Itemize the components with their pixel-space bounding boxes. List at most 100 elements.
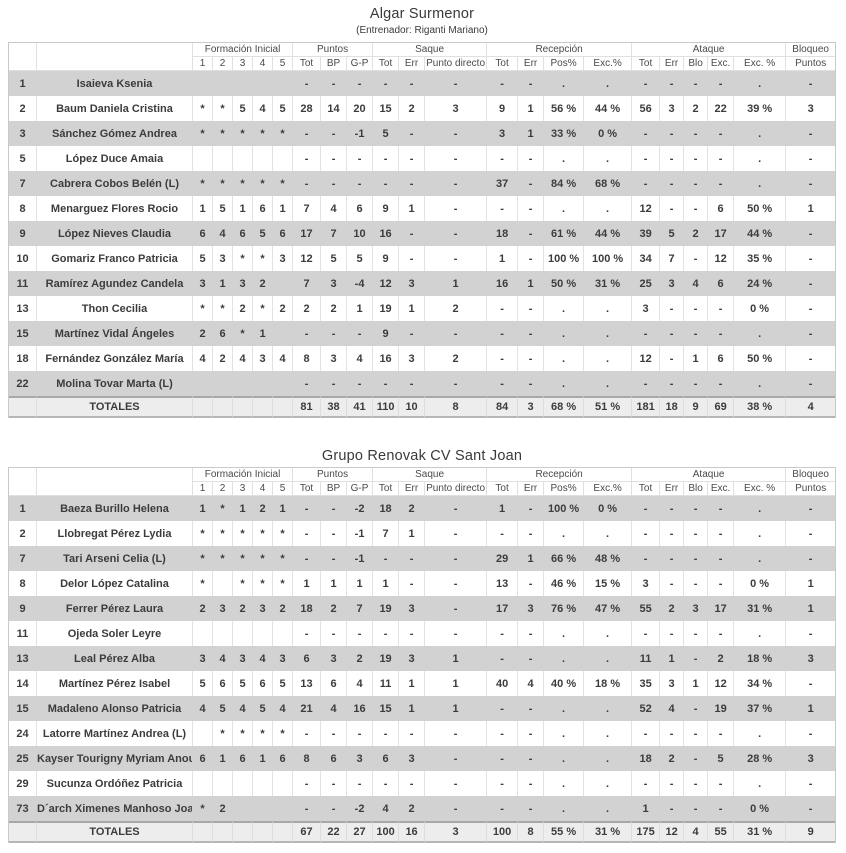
stat-cell: - xyxy=(293,371,322,396)
stat-cell: - xyxy=(487,371,519,396)
stat-cell: - xyxy=(373,771,400,796)
stat-cell: - xyxy=(708,796,735,821)
stat-cell: 1 xyxy=(273,196,294,221)
stat-cell: 2 xyxy=(321,596,348,621)
player-name: Fernández González María xyxy=(37,346,193,371)
stat-cell: 3 xyxy=(347,746,374,771)
stat-cell xyxy=(193,621,213,646)
stat-cell: . xyxy=(544,371,585,396)
stat-cell: 4 xyxy=(233,346,253,371)
player-name: Ojeda Soler Leyre xyxy=(37,621,193,646)
stat-cell: * xyxy=(233,546,253,571)
stat-cell: - xyxy=(684,521,709,546)
stat-cell xyxy=(193,721,213,746)
stat-cell: - xyxy=(660,321,685,346)
column-header: 2 xyxy=(213,57,233,71)
stat-cell: - xyxy=(786,221,836,246)
stat-cell: 9 xyxy=(373,246,400,271)
stat-cell: 38 % xyxy=(734,396,787,418)
stat-cell xyxy=(193,396,213,418)
stat-cell: 2 xyxy=(213,346,233,371)
stat-cell: 1 xyxy=(399,521,426,546)
stat-cell: 7 xyxy=(660,246,685,271)
stat-cell: * xyxy=(233,721,253,746)
stat-cell: 56 % xyxy=(544,96,585,121)
stat-cell: 1 xyxy=(253,746,273,771)
player-name: Madaleno Alonso Patricia xyxy=(37,696,193,721)
stat-cell: - xyxy=(518,646,545,671)
stat-cell: * xyxy=(253,721,273,746)
team-title: Algar Surmenor xyxy=(369,6,475,22)
stat-cell: - xyxy=(399,621,426,646)
team-section-grupo-renovak: Grupo Renovak CV Sant Joan Formación Ini… xyxy=(8,448,837,843)
stat-cell: - xyxy=(632,521,661,546)
stat-cell: 5 xyxy=(253,696,273,721)
stat-cell: 3 xyxy=(425,96,488,121)
stat-cell: - xyxy=(518,771,545,796)
stat-cell: - xyxy=(786,321,836,346)
stat-cell: - xyxy=(487,796,519,821)
stat-cell xyxy=(233,371,253,396)
player-row: 7 Cabrera Cobos Belén (L) * * * * * - - - - - -37-84… xyxy=(9,171,836,196)
stat-cell: - xyxy=(518,296,545,321)
stat-cell: - xyxy=(786,271,836,296)
stat-cell: 69 xyxy=(708,396,735,418)
stat-cell: 50 % xyxy=(734,346,787,371)
stat-cell xyxy=(273,396,294,418)
stat-cell: 3 xyxy=(273,646,294,671)
stat-cell: 16 xyxy=(347,696,374,721)
stat-cell: 7 xyxy=(373,521,400,546)
stat-cell: 5 xyxy=(213,196,233,221)
player-row: 15 Madaleno Alonso Patricia 4 5 4 5 4 21 4 16 15 1 1… xyxy=(9,696,836,721)
column-header: Exc. % xyxy=(734,57,787,71)
stat-cell: - xyxy=(684,171,709,196)
stat-cell: 0 % xyxy=(584,496,633,521)
stat-cell: - xyxy=(347,171,374,196)
stat-cell: 1 xyxy=(425,646,488,671)
stat-cell: 81 xyxy=(293,396,322,418)
stat-cell: - xyxy=(660,171,685,196)
stat-cell: 1 xyxy=(518,121,545,146)
stat-cell xyxy=(253,396,273,418)
stat-cell: - xyxy=(660,721,685,746)
stat-cell: 5 xyxy=(193,246,213,271)
stat-cell: 100 % xyxy=(584,246,633,271)
stat-cell: 3 xyxy=(399,646,426,671)
stat-cell: - xyxy=(708,321,735,346)
stat-cell: * xyxy=(233,571,253,596)
stat-cell: 44 % xyxy=(584,96,633,121)
player-row: 5 López Duce Amaia - - - - - - - -.. - - - -. - xyxy=(9,146,836,171)
stat-cell: 3 xyxy=(253,596,273,621)
stat-cell: . xyxy=(544,796,585,821)
column-header: 1 xyxy=(193,482,213,496)
stat-cell xyxy=(273,371,294,396)
stat-cell: 1 xyxy=(193,196,213,221)
column-header: 1 xyxy=(193,57,213,71)
stat-cell: - xyxy=(708,171,735,196)
stat-cell: - xyxy=(708,296,735,321)
player-name: Thon Cecilia xyxy=(37,296,193,321)
stat-cell: - xyxy=(425,521,488,546)
stat-cell: 34 % xyxy=(734,671,787,696)
stat-cell: 13 xyxy=(293,671,322,696)
stat-cell: - xyxy=(373,146,400,171)
stat-cell: 6 xyxy=(321,746,348,771)
stat-cell: 2 xyxy=(399,496,426,521)
player-name: López Duce Amaia xyxy=(37,146,193,171)
player-row: 9 López Nieves Claudia 6 4 6 5 6 17 7 10 16- -18-61… xyxy=(9,221,836,246)
stat-cell: - xyxy=(293,521,322,546)
player-row: 13 Thon Cecilia * * 2 * 2 2 2 1 19 1 2- -.. 3- - -0 % - xyxy=(9,296,836,321)
stat-cell: 2 xyxy=(660,596,685,621)
stat-cell: 1 xyxy=(660,646,685,671)
stat-cell: - xyxy=(632,146,661,171)
player-name: Sánchez Gómez Andrea xyxy=(37,121,193,146)
stat-cell: 4 xyxy=(233,696,253,721)
column-group-header: Formación Inicial xyxy=(193,43,294,57)
player-row: 11 Ojeda Soler Leyre - - - - - - - -.. - - - -. - xyxy=(9,621,836,646)
stat-cell: 5 xyxy=(373,121,400,146)
stat-cell: 7 xyxy=(293,196,322,221)
stat-cell: 55 xyxy=(632,596,661,621)
stat-cell: 37 xyxy=(487,171,519,196)
stat-cell: - xyxy=(347,721,374,746)
stat-cell: - xyxy=(373,546,400,571)
